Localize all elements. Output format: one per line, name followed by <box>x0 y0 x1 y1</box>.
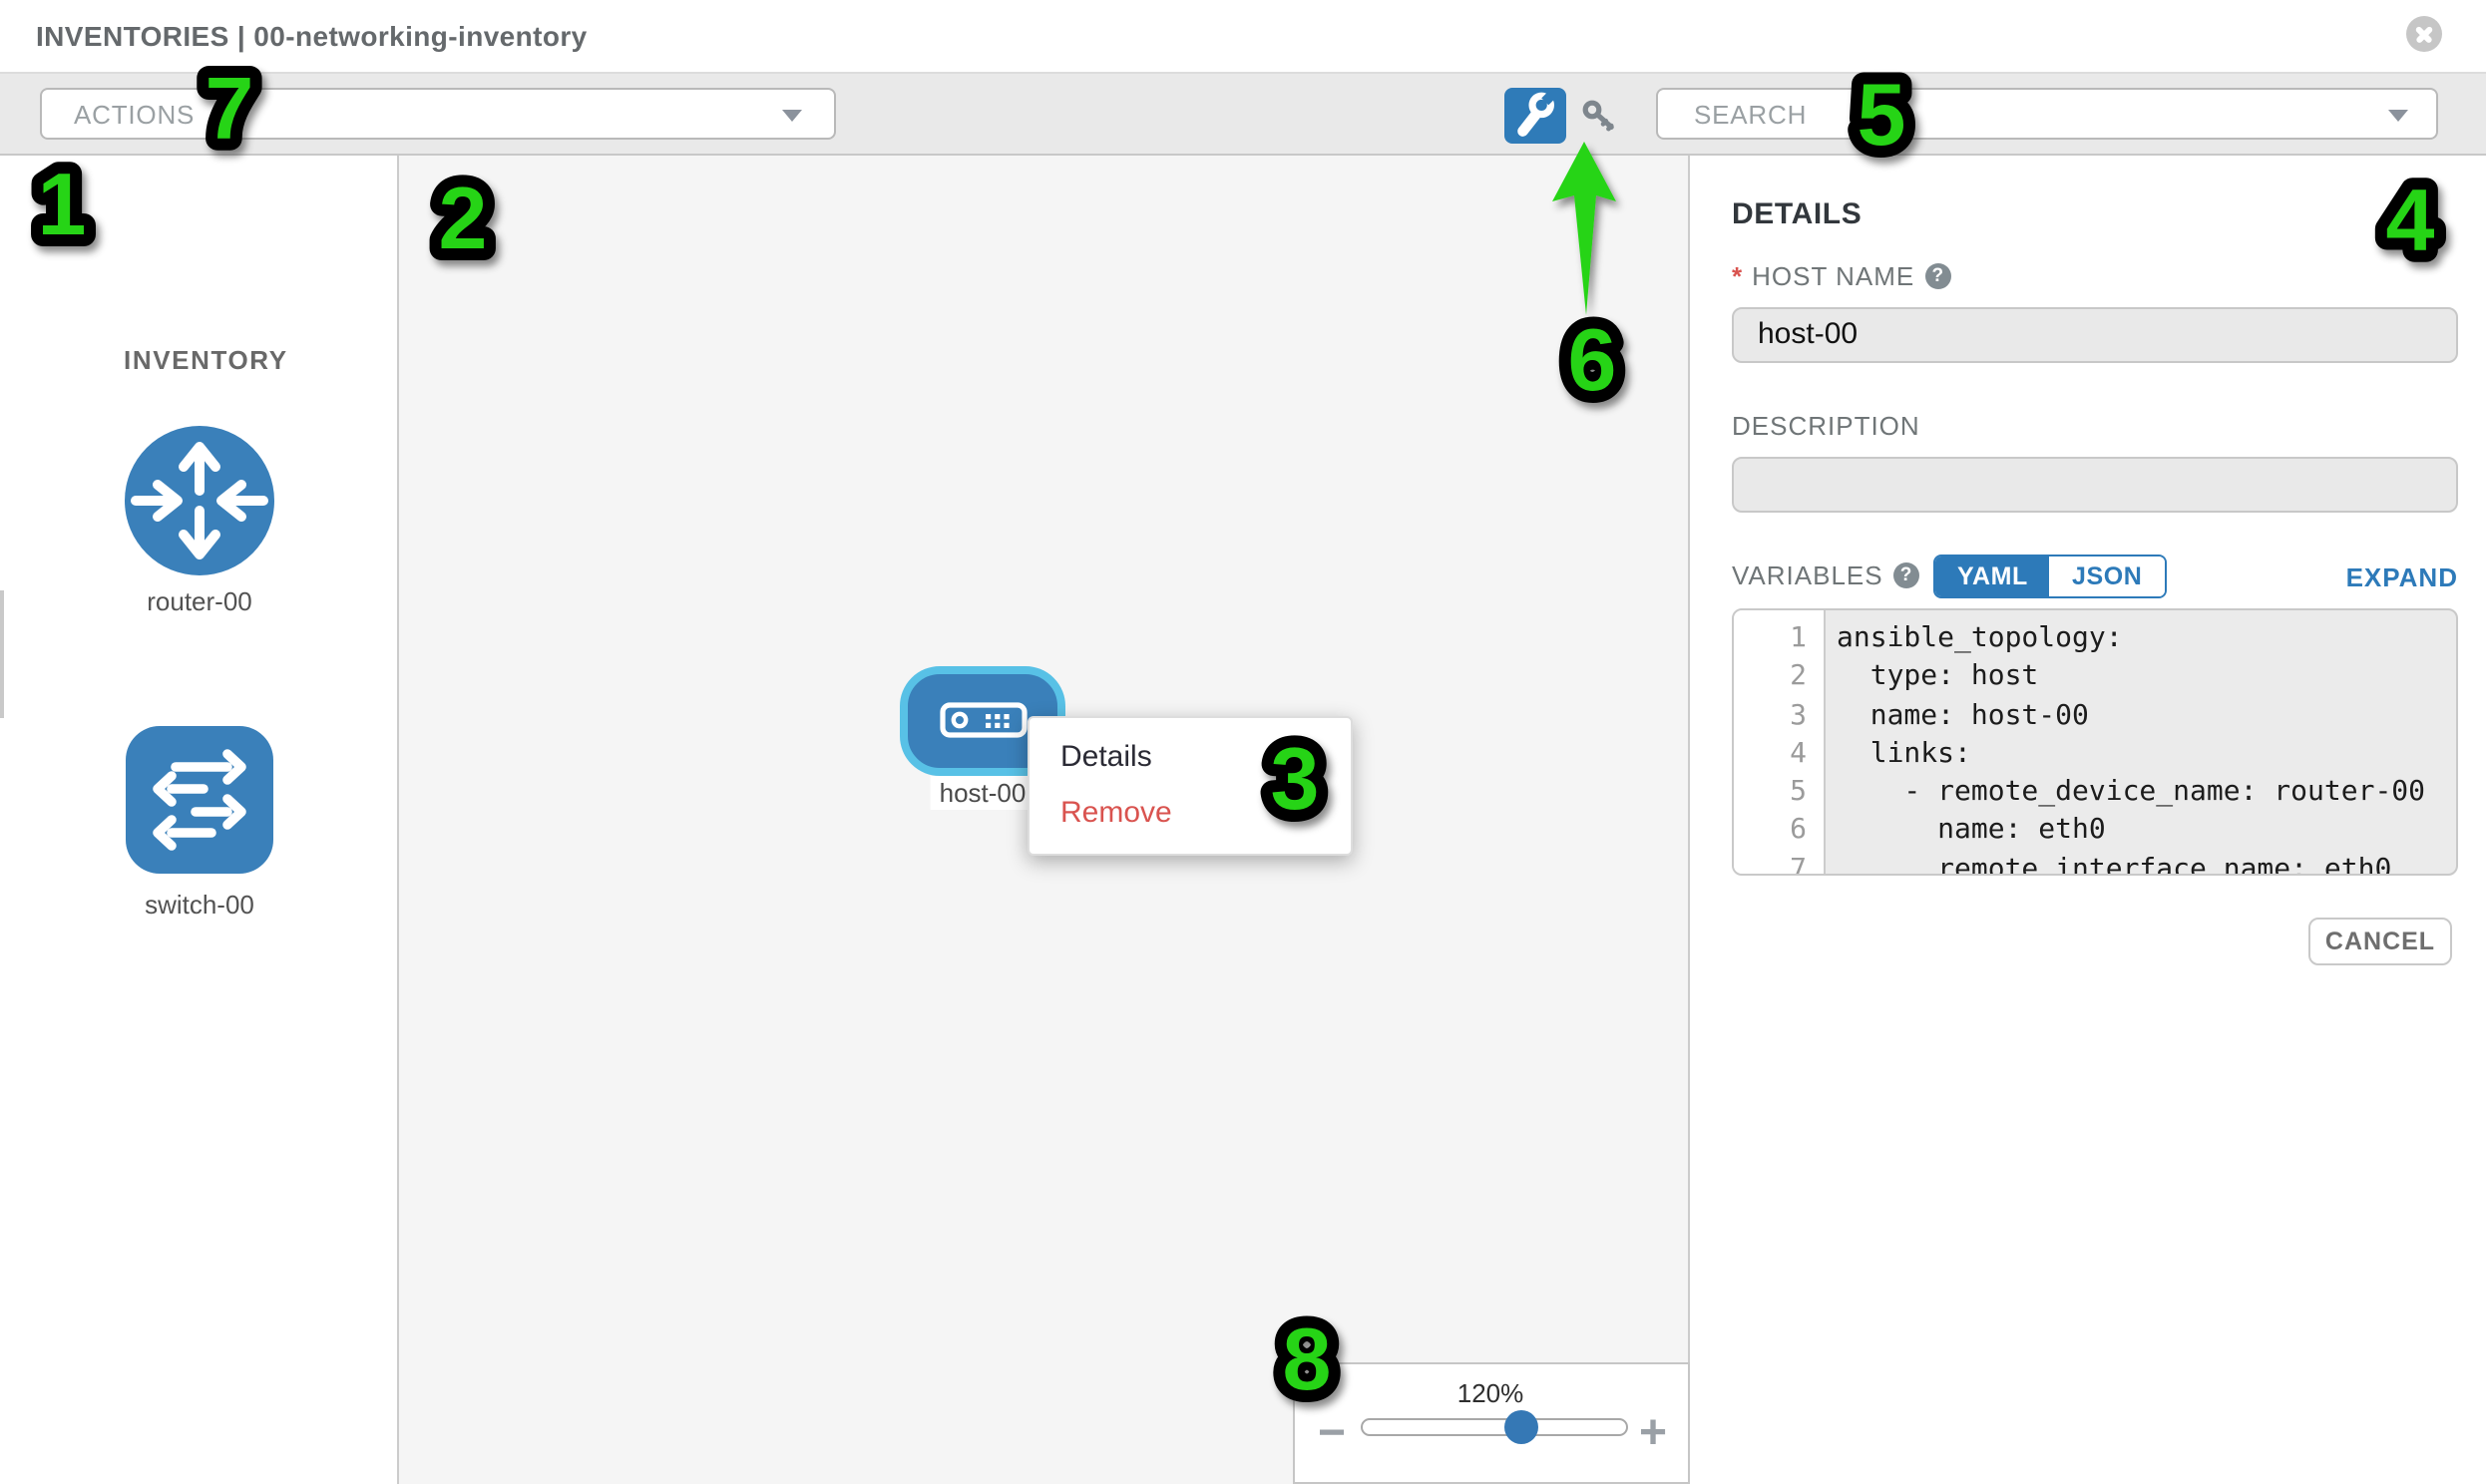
zoom-slider-track[interactable] <box>1361 1417 1628 1435</box>
wrench-icon <box>1517 87 1559 137</box>
zoom-out-button[interactable]: − <box>1318 1405 1347 1459</box>
context-menu-item-remove[interactable]: Remove <box>1060 796 1172 830</box>
host-node-label: host-00 <box>929 776 1036 810</box>
host-name-label: HOST NAME <box>1752 260 1915 290</box>
variables-row: VARIABLES YAML JSON EXPAND <box>1732 554 2458 597</box>
breadcrumb: INVENTORIES | 00-networking-inventory <box>36 20 588 52</box>
help-icon[interactable] <box>1924 262 1951 288</box>
code-line: 4 links: <box>1790 737 1971 770</box>
toolbar-tools-button[interactable] <box>1504 87 1566 144</box>
description-label: DESCRIPTION <box>1732 410 1920 440</box>
page-header: INVENTORIES | 00-networking-inventory <box>0 0 2486 72</box>
search-placeholder: SEARCH <box>1694 99 1808 129</box>
code-line: 5 - remote_device_name: router-00 <box>1790 776 2426 809</box>
host-name-input[interactable] <box>1732 306 2458 362</box>
actions-dropdown-placeholder: ACTIONS <box>74 99 196 129</box>
palette-item-label: switch-00 <box>145 889 254 919</box>
expand-link[interactable]: EXPAND <box>2345 561 2458 591</box>
code-line: 2 type: host <box>1790 660 2039 693</box>
variables-label: VARIABLES <box>1732 559 1883 589</box>
variables-code-editor[interactable]: 1 ansible_topology: 2 type: host 3 name: … <box>1732 608 2458 875</box>
palette-item-label: router-00 <box>147 586 252 616</box>
router-icon <box>125 425 274 574</box>
node-context-menu: Details Remove <box>1027 716 1352 856</box>
yaml-toggle-button[interactable]: YAML <box>1935 556 2050 595</box>
sidebar-scroll-notch <box>0 589 4 717</box>
details-heading: DETAILS <box>1732 196 1863 230</box>
chevron-down-icon <box>782 110 802 122</box>
context-menu-item-details[interactable]: Details <box>1060 740 1152 774</box>
key-credentials-icon[interactable] <box>1578 96 1622 140</box>
description-input[interactable] <box>1732 457 2458 512</box>
code-line: 6 name: eth0 <box>1790 814 2106 847</box>
inventory-sidebar: INVENTORY router-00 <box>0 155 399 1483</box>
zoom-control-layer: 120% − + <box>399 155 1689 1483</box>
description-label-row: DESCRIPTION <box>1732 410 1920 440</box>
zoom-control: 120% − + <box>1292 1361 1689 1483</box>
close-icon[interactable] <box>2406 16 2442 52</box>
details-panel: DETAILS * HOST NAME DESCRIPTION VARIABLE… <box>1691 155 2486 1483</box>
host-name-label-row: * HOST NAME <box>1732 260 1951 290</box>
code-line: 1 ansible_topology: <box>1790 622 2123 654</box>
palette-item-switch[interactable] <box>126 725 273 873</box>
palette-item-router[interactable] <box>124 424 275 575</box>
switch-icon <box>126 725 273 873</box>
code-line: 7 remote_interface_name: eth0 <box>1790 853 2392 875</box>
sidebar-title: INVENTORY <box>124 344 288 374</box>
toolbar: ACTIONS SEARCH <box>0 72 2486 155</box>
zoom-slider-handle[interactable] <box>1504 1409 1538 1443</box>
json-toggle-button[interactable]: JSON <box>2049 556 2165 595</box>
code-line: 3 name: host-00 <box>1790 699 2089 732</box>
host-server-icon <box>939 702 1027 738</box>
variables-format-toggle: YAML JSON <box>1933 554 2167 597</box>
help-icon[interactable] <box>1892 561 1919 587</box>
zoom-level-value: 120% <box>1456 1377 1524 1407</box>
actions-dropdown[interactable]: ACTIONS <box>40 88 836 140</box>
cancel-button[interactable]: CANCEL <box>2308 918 2452 965</box>
chevron-down-icon <box>2388 110 2408 122</box>
zoom-in-button[interactable]: + <box>1638 1405 1667 1459</box>
required-marker: * <box>1732 260 1743 290</box>
search-dropdown[interactable]: SEARCH <box>1656 88 2438 140</box>
